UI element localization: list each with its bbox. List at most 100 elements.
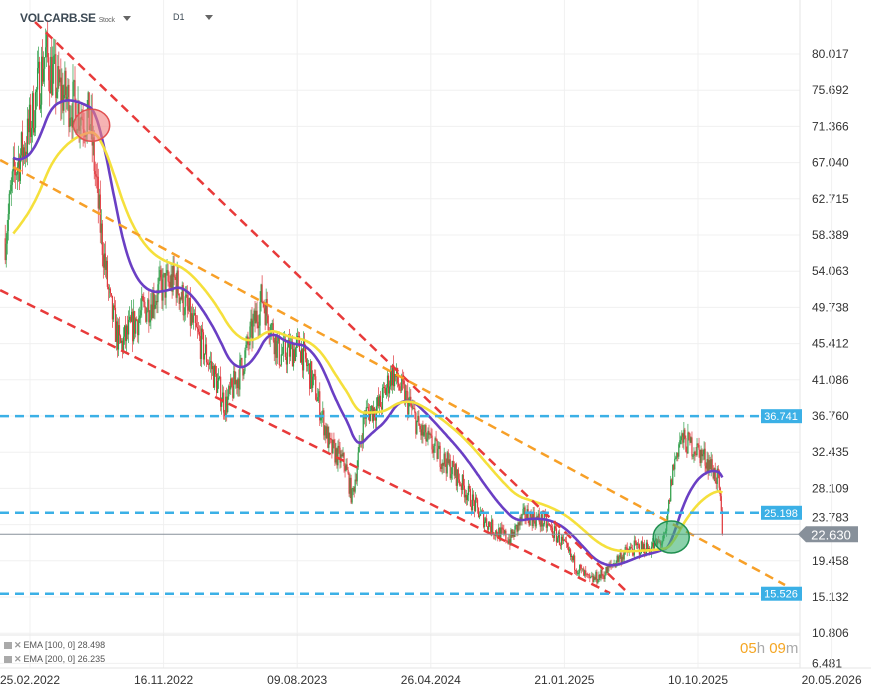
bearish-cross-marker <box>72 108 111 143</box>
candle <box>299 351 302 363</box>
candle <box>240 357 242 360</box>
candle <box>245 344 247 351</box>
candle <box>619 553 621 557</box>
candle <box>278 335 280 365</box>
candle <box>109 288 112 294</box>
close-icon[interactable]: ✕ <box>14 640 22 650</box>
candle <box>445 464 447 474</box>
y-tick-label: 58.389 <box>812 228 849 242</box>
chevron-down-icon[interactable] <box>204 15 213 21</box>
timeframe-selector[interactable]: D1 <box>173 12 213 22</box>
candle <box>32 93 35 133</box>
candle <box>571 555 573 557</box>
candle <box>501 527 503 529</box>
candle <box>516 524 518 532</box>
candle <box>185 294 187 297</box>
candle <box>151 304 153 319</box>
candle <box>358 441 360 453</box>
candle <box>392 365 395 387</box>
candle <box>673 464 675 470</box>
candle <box>61 85 63 103</box>
candle <box>551 527 553 536</box>
candle <box>110 293 113 296</box>
candle <box>439 445 441 467</box>
candle <box>583 568 585 576</box>
candle <box>301 348 304 371</box>
candle <box>330 439 332 440</box>
candle <box>250 318 252 327</box>
level-tag-label: 15.526 <box>764 589 798 601</box>
candle <box>44 57 46 69</box>
candle <box>485 518 487 522</box>
candle <box>533 512 535 522</box>
candle <box>277 335 279 341</box>
candle <box>377 396 380 407</box>
candle <box>463 485 465 498</box>
candle <box>318 391 320 398</box>
candle <box>678 444 680 457</box>
level-tag <box>761 409 802 424</box>
candle-countdown: 05h 09m <box>740 640 798 657</box>
symbol-selector[interactable]: VOLCARB.SE Stock <box>20 11 131 25</box>
candle <box>137 320 139 336</box>
candle <box>238 378 240 390</box>
candle <box>426 438 428 442</box>
candle <box>228 386 230 397</box>
candle <box>721 510 723 535</box>
candle <box>447 452 449 464</box>
candle <box>214 365 217 374</box>
candle <box>252 320 254 341</box>
candle <box>454 464 456 476</box>
candle <box>224 412 226 417</box>
candle <box>237 378 239 389</box>
candle <box>348 473 350 494</box>
candle <box>65 70 67 101</box>
candle <box>446 452 448 474</box>
candle <box>535 516 537 527</box>
settings-icon[interactable] <box>4 656 12 664</box>
candle <box>418 415 420 426</box>
candle <box>291 341 294 367</box>
trend-line <box>0 158 786 587</box>
candle <box>585 570 587 574</box>
candle <box>547 523 549 525</box>
candle <box>518 522 520 526</box>
y-tick-label: 75.692 <box>812 83 849 97</box>
candle <box>686 451 688 454</box>
candle <box>607 565 609 574</box>
timer-hours-unit: h <box>756 640 766 657</box>
candle <box>502 528 504 530</box>
candle <box>594 577 596 580</box>
candle <box>9 191 11 194</box>
candle <box>56 92 58 98</box>
candle <box>437 448 439 459</box>
candle <box>587 573 589 575</box>
candle <box>557 532 560 538</box>
candle <box>618 556 620 562</box>
candle <box>255 310 257 324</box>
candle <box>620 553 622 563</box>
y-tick-label: 28.109 <box>812 481 849 495</box>
candle <box>300 348 303 363</box>
candle <box>450 474 452 479</box>
candle <box>43 68 45 82</box>
candle <box>35 89 38 93</box>
chevron-down-icon[interactable] <box>122 16 131 22</box>
candle <box>671 479 673 486</box>
candle <box>307 364 309 367</box>
candle <box>430 433 432 436</box>
candle <box>339 447 341 463</box>
candle <box>370 405 372 411</box>
candle <box>326 426 328 439</box>
candle <box>515 524 517 526</box>
candle <box>207 364 210 366</box>
settings-icon[interactable] <box>4 642 12 650</box>
candle <box>507 541 509 544</box>
candle <box>433 445 435 453</box>
candle <box>338 445 340 448</box>
candle <box>294 347 297 361</box>
candle <box>542 524 544 527</box>
candle <box>12 157 14 172</box>
close-icon[interactable]: ✕ <box>14 654 22 664</box>
